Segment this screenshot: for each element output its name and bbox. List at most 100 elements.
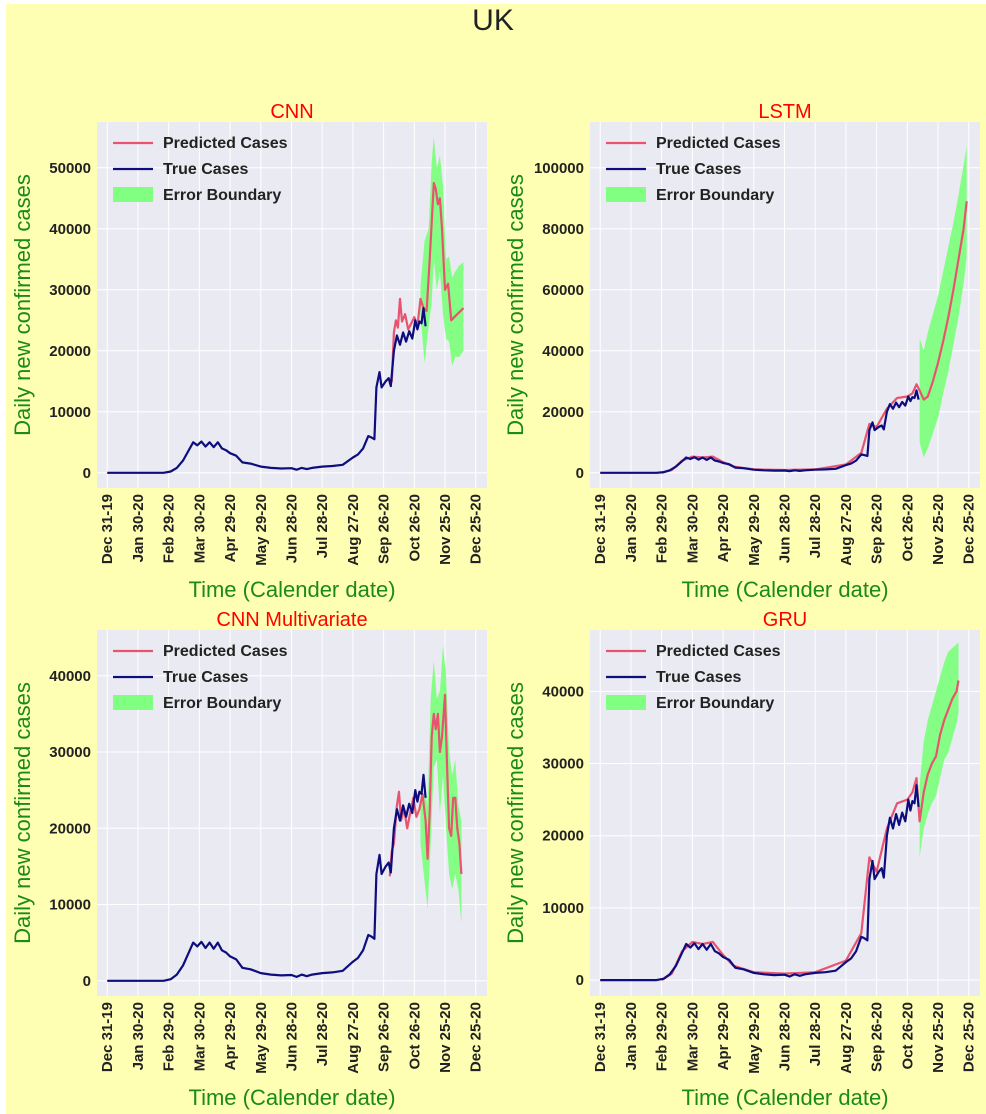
- y-tick-label: 40000: [542, 683, 584, 700]
- chart-gru: GRU 0 10000 20000 30000 40000 Dec 31-19 Jan 30-…: [503, 609, 980, 1110]
- x-tick-label: Apr 29-20: [222, 1002, 239, 1070]
- plot-area: [590, 122, 980, 488]
- x-tick-label: Mar 30-20: [684, 1002, 701, 1071]
- x-tick-label: Dec 25-20: [961, 494, 978, 564]
- predicted-cases-line: [661, 680, 960, 982]
- x-tick-label: Jan 30-20: [130, 1002, 147, 1070]
- x-tick-label: Jul 28-20: [807, 494, 824, 558]
- error-boundary-band: [420, 645, 462, 924]
- x-tick-label: Aug 27-20: [838, 1002, 855, 1074]
- y-tick-label: 20000: [542, 828, 584, 845]
- legend-label: Predicted Cases: [163, 135, 288, 152]
- y-tick-label: 10000: [542, 900, 584, 917]
- predicted-cases-line: [389, 181, 465, 384]
- legend-swatch: [113, 187, 153, 202]
- y-tick-label: 20000: [49, 343, 91, 360]
- x-tick-label: Jan 30-20: [623, 494, 640, 562]
- x-tick-label: Apr 29-20: [715, 1002, 732, 1070]
- x-tick-label: May 29-20: [746, 1002, 763, 1074]
- x-tick-label: Nov 25-20: [930, 494, 947, 565]
- y-tick-label: 20000: [49, 820, 91, 837]
- legend-label: Predicted Cases: [163, 643, 288, 660]
- x-tick-label: Jul 28-20: [314, 494, 331, 558]
- x-tick-label: May 29-20: [253, 1002, 270, 1074]
- x-tick-label: Feb 29-20: [654, 494, 671, 563]
- x-tick-label: Dec 31-19: [592, 1002, 609, 1072]
- x-tick-label: Aug 27-20: [345, 1002, 362, 1074]
- legend-label: Predicted Cases: [656, 643, 781, 660]
- x-tick-label: Sep 26-20: [376, 1002, 393, 1072]
- error-boundary-band: [919, 146, 967, 458]
- y-axis-label: Daily new confirmed cases: [10, 682, 35, 944]
- y-tick-label: 20000: [542, 404, 584, 421]
- chart-title: GRU: [763, 609, 807, 631]
- legend-label: Error Boundary: [163, 187, 281, 204]
- x-tick-label: Jan 30-20: [623, 1002, 640, 1070]
- x-tick-label: Jul 28-20: [314, 1002, 331, 1066]
- x-tick-label: Nov 25-20: [437, 1002, 454, 1073]
- y-tick-label: 40000: [49, 668, 91, 685]
- y-tick-label: 30000: [49, 282, 91, 299]
- x-tick-label: Jun 28-20: [776, 494, 793, 563]
- error-boundary-band: [919, 642, 959, 858]
- x-tick-label: Nov 25-20: [437, 494, 454, 565]
- x-tick-label: Aug 27-20: [345, 494, 362, 566]
- x-tick-label: Feb 29-20: [654, 1002, 671, 1071]
- y-tick-label: 30000: [542, 756, 584, 773]
- y-axis-label: Daily new confirmed cases: [503, 682, 528, 944]
- predicted-cases-line: [661, 201, 968, 474]
- x-tick-label: Apr 29-20: [222, 494, 239, 562]
- x-tick-label: Mar 30-20: [684, 494, 701, 563]
- chart-lstm: LSTM 0 20000 40000 60000 80000 100000 Dec 31-19…: [503, 101, 980, 602]
- y-tick-label: 0: [576, 465, 584, 482]
- y-tick-label: 10000: [49, 404, 91, 421]
- x-tick-label: Apr 29-20: [715, 494, 732, 562]
- x-tick-label: Aug 27-20: [838, 494, 855, 566]
- x-tick-label: Dec 25-20: [468, 1002, 485, 1072]
- legend-label: True Cases: [163, 161, 248, 178]
- y-tick-label: 40000: [542, 343, 584, 360]
- x-axis-label: Time (Calender date): [188, 1085, 395, 1110]
- true-cases-line: [600, 784, 920, 982]
- x-tick-label: Feb 29-20: [161, 494, 178, 563]
- y-tick-label: 0: [83, 465, 91, 482]
- x-tick-label: Jul 28-20: [807, 1002, 824, 1066]
- chart-cnn: CNN 0 10000 20000 30000 40000 50000 Dec 31-19 Ja…: [10, 101, 487, 602]
- x-tick-label: Dec 25-20: [961, 1002, 978, 1072]
- x-tick-label: Dec 25-20: [468, 494, 485, 564]
- y-axis-label: Daily new confirmed cases: [10, 174, 35, 436]
- x-tick-label: Jun 28-20: [283, 494, 300, 563]
- legend-label: Error Boundary: [163, 695, 281, 712]
- legend-label: True Cases: [656, 669, 741, 686]
- x-tick-label: Oct 26-20: [899, 494, 916, 562]
- x-tick-label: Jan 30-20: [130, 494, 147, 562]
- y-tick-label: 10000: [49, 897, 91, 914]
- x-tick-label: Sep 26-20: [869, 1002, 886, 1072]
- y-tick-label: 50000: [49, 160, 91, 177]
- x-tick-label: Mar 30-20: [191, 1002, 208, 1071]
- y-tick-label: 0: [83, 973, 91, 990]
- x-tick-label: Mar 30-20: [191, 494, 208, 563]
- chart-cnn-multivariate: CNN Multivariate 0 10000 20000 30000 40000 Dec…: [10, 609, 487, 1110]
- x-tick-label: Dec 31-19: [592, 494, 609, 564]
- x-tick-label: Jun 28-20: [283, 1002, 300, 1071]
- legend-label: Error Boundary: [656, 695, 774, 712]
- y-tick-label: 0: [576, 972, 584, 989]
- x-tick-label: Dec 31-19: [99, 1002, 116, 1072]
- x-tick-label: Oct 26-20: [899, 1002, 916, 1070]
- chart-title: CNN: [270, 101, 313, 123]
- y-axis-label: Daily new confirmed cases: [503, 174, 528, 436]
- legend-label: Predicted Cases: [656, 135, 781, 152]
- chart-title: CNN Multivariate: [216, 609, 367, 631]
- x-tick-label: May 29-20: [746, 494, 763, 566]
- y-tick-label: 40000: [49, 221, 91, 238]
- x-tick-label: Nov 25-20: [930, 1002, 947, 1073]
- legend-label: True Cases: [656, 161, 741, 178]
- x-tick-label: May 29-20: [253, 494, 270, 566]
- error-boundary-band: [420, 137, 464, 366]
- true-cases-line: [107, 307, 427, 474]
- y-tick-label: 60000: [542, 282, 584, 299]
- true-cases-line: [600, 389, 920, 474]
- y-tick-label: 30000: [49, 744, 91, 761]
